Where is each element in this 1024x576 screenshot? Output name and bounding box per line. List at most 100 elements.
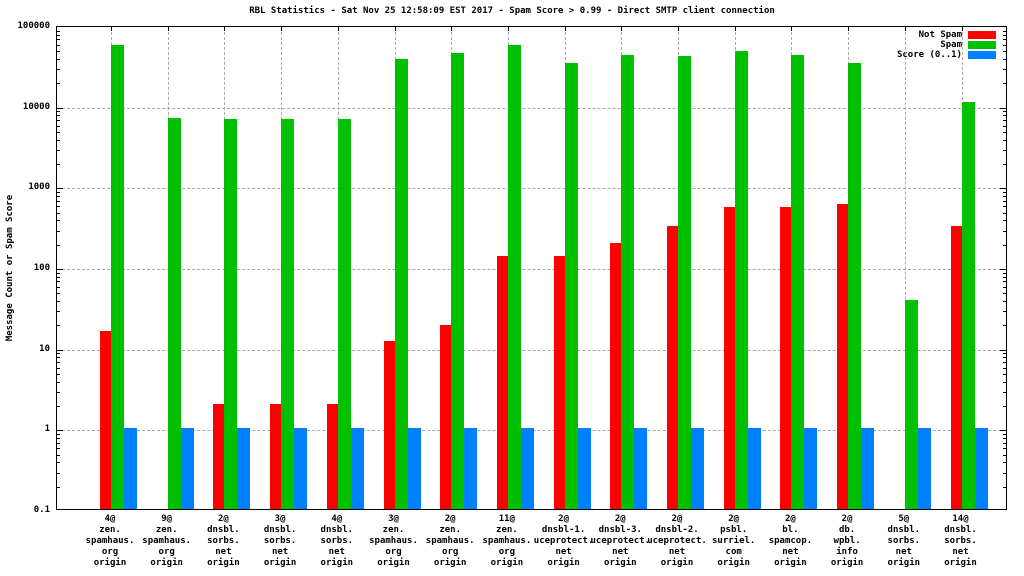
- y-axis-tick-label: 1000: [28, 182, 50, 193]
- bar-spam: [507, 45, 521, 509]
- bar-spam: [564, 63, 578, 509]
- y-tick-minor: [1003, 83, 1006, 85]
- bar-score: [294, 428, 308, 509]
- bar-not-spam: [326, 404, 338, 509]
- y-tick-minor: [57, 472, 60, 474]
- x-axis-label-line: origin: [660, 558, 694, 568]
- y-tick-minor: [57, 367, 60, 369]
- y-tick-major: [57, 349, 63, 351]
- bar-spam: [848, 63, 862, 509]
- x-axis-label-line: net: [668, 547, 686, 557]
- bar-not-spam: [837, 204, 849, 509]
- x-axis-label: 2@ dnsbl-1. uceprotect. net origin: [519, 514, 609, 569]
- y-tick-minor: [57, 131, 60, 133]
- x-axis-label-line: psbl.: [720, 525, 748, 535]
- x-tick: [281, 27, 283, 31]
- x-axis-label-line: uceprotect.: [533, 536, 594, 546]
- y-tick-minor: [1003, 244, 1006, 246]
- x-axis-label-line: dnsbl.: [320, 525, 354, 535]
- bar-score: [407, 428, 421, 509]
- legend-swatch: [968, 51, 996, 59]
- bar-score: [577, 428, 591, 509]
- y-tick-minor: [57, 454, 60, 456]
- y-tick-minor: [57, 212, 60, 214]
- y-axis-tick-label: 10000: [22, 101, 50, 112]
- y-tick-minor: [1003, 442, 1006, 444]
- bar-score: [861, 428, 875, 509]
- y-tick-minor: [1003, 272, 1006, 274]
- y-tick-minor: [1003, 125, 1006, 127]
- y-tick-minor: [57, 111, 60, 113]
- x-axis-label-line: zen.: [99, 525, 121, 535]
- h-gridline: [57, 107, 1006, 109]
- x-axis-label-line: dnsbl-2.: [655, 525, 699, 535]
- y-tick-minor: [1003, 406, 1006, 408]
- y-tick-minor: [1003, 131, 1006, 133]
- y-tick-minor: [57, 30, 60, 32]
- y-tick-minor: [57, 281, 60, 283]
- legend-row: Not Spam: [897, 30, 996, 40]
- bar-score: [237, 428, 251, 509]
- y-tick-minor: [57, 353, 60, 355]
- y-tick-minor: [57, 59, 60, 61]
- x-axis-label: 2@ db. wpbl. info origin: [802, 514, 892, 569]
- y-tick-minor: [57, 149, 60, 151]
- y-tick-minor: [57, 44, 60, 46]
- x-tick: [621, 27, 623, 31]
- y-tick-minor: [1003, 301, 1006, 303]
- bar-score: [691, 428, 704, 509]
- y-tick-minor: [57, 442, 60, 444]
- y-tick-minor: [1003, 462, 1006, 464]
- x-axis-label-line: net: [215, 547, 232, 557]
- x-axis-label-line: origin: [604, 558, 637, 568]
- y-tick-minor: [1003, 30, 1006, 32]
- x-axis-label-line: net: [328, 547, 345, 557]
- y-tick-minor: [1003, 120, 1006, 122]
- h-gridline: [57, 269, 1006, 270]
- x-axis-label-line: bl.: [782, 525, 799, 535]
- y-tick-minor: [1003, 438, 1006, 440]
- x-axis-label-line: 2@: [671, 514, 683, 524]
- x-axis-label-line: net: [555, 547, 572, 557]
- x-axis-label-line: dnsbl.: [944, 525, 977, 535]
- y-tick-minor: [1003, 59, 1006, 61]
- y-tick-minor: [1003, 434, 1006, 436]
- y-tick-major: [1000, 188, 1006, 190]
- x-axis-label-line: 2@: [217, 514, 229, 524]
- legend-row: Score (0..1): [897, 50, 996, 60]
- y-tick-minor: [57, 196, 60, 198]
- legend-row: Spam: [897, 40, 996, 50]
- y-tick-minor: [57, 293, 60, 295]
- legend-swatch: [968, 31, 996, 39]
- x-axis-label-line: 4@: [104, 514, 116, 524]
- y-tick-minor: [1003, 200, 1006, 202]
- x-axis-label-line: db.: [838, 525, 856, 535]
- y-tick-minor: [57, 406, 60, 408]
- x-axis-label-line: zen.: [155, 525, 178, 535]
- y-tick-major: [1000, 349, 1006, 351]
- legend-label: Not Spam: [918, 30, 962, 40]
- y-tick-minor: [1003, 69, 1006, 71]
- y-tick-minor: [57, 286, 60, 288]
- x-tick: [111, 27, 112, 31]
- x-axis-label-line: 2@: [841, 514, 853, 524]
- x-axis-label-line: 11@: [498, 514, 516, 524]
- y-tick-minor: [57, 325, 60, 327]
- bar-spam: [904, 300, 918, 509]
- x-axis-label-line: zen.: [382, 525, 405, 535]
- y-tick-minor: [57, 83, 60, 85]
- y-tick-minor: [1003, 325, 1006, 327]
- bar-not-spam: [610, 243, 622, 509]
- x-axis-label-line: 4@: [331, 514, 343, 524]
- bar-spam: [678, 56, 691, 509]
- y-tick-minor: [1003, 51, 1006, 53]
- x-axis-label-line: zen.: [496, 525, 518, 535]
- y-tick-minor: [1003, 454, 1006, 456]
- y-tick-minor: [1003, 276, 1006, 278]
- bar-score: [520, 428, 534, 509]
- x-tick: [791, 27, 793, 31]
- y-tick-minor: [57, 276, 60, 278]
- x-tick: [224, 27, 226, 31]
- y-tick-minor: [1003, 281, 1006, 283]
- bar-spam: [224, 119, 238, 509]
